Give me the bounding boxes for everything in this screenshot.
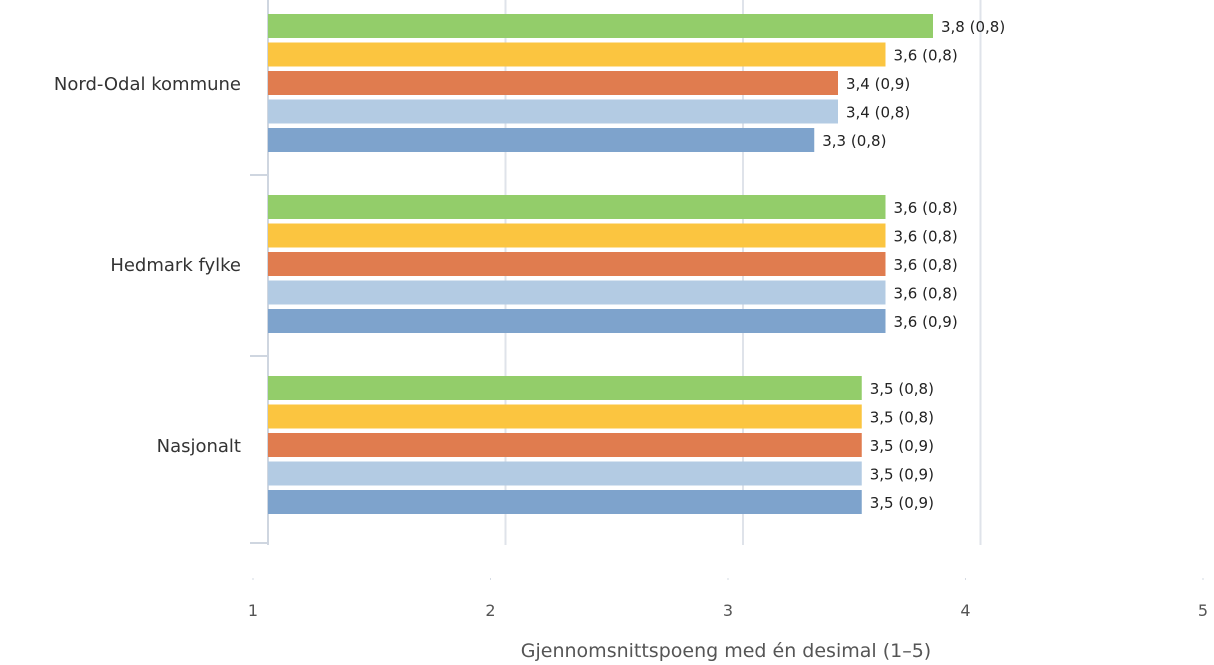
data-label: 3,4 (0,8) <box>846 104 910 122</box>
bar <box>268 252 886 276</box>
x-tick-label: 4 <box>960 601 970 620</box>
data-label: 3,5 (0,9) <box>870 466 934 484</box>
x-tick-label: 1 <box>248 601 258 620</box>
data-label: 3,8 (0,8) <box>941 18 1005 36</box>
data-label: 3,5 (0,9) <box>870 494 934 512</box>
data-label: 3,6 (0,8) <box>894 285 958 303</box>
data-label: 3,6 (0,8) <box>894 256 958 274</box>
data-label: 3,6 (0,8) <box>894 47 958 65</box>
bar <box>268 280 886 305</box>
data-label: 3,6 (0,8) <box>894 199 958 217</box>
data-label: 3,5 (0,9) <box>870 437 934 455</box>
bar <box>268 433 862 457</box>
category-labels: Nord-Odal kommune Hedmark fylke Nasjonalt <box>54 74 241 457</box>
data-label: 3,4 (0,9) <box>846 75 910 93</box>
bar <box>268 42 886 67</box>
bar <box>268 309 886 333</box>
category-label: Nord-Odal kommune <box>54 74 241 95</box>
bar <box>268 14 933 38</box>
category-label: Nasjonalt <box>157 436 241 457</box>
bar <box>268 376 862 400</box>
bar <box>268 223 886 248</box>
data-label: 3,5 (0,8) <box>870 409 934 427</box>
data-label: 3,6 (0,9) <box>894 313 958 331</box>
data-label: 3,5 (0,8) <box>870 380 934 398</box>
bar <box>268 128 815 152</box>
category-axis <box>250 0 269 545</box>
data-label: 3,6 (0,8) <box>894 228 958 246</box>
bar <box>268 490 862 514</box>
x-axis-title: Gjennomsnittspoeng med én desimal (1–5) <box>521 640 931 662</box>
bar <box>268 99 838 124</box>
bar <box>268 71 838 95</box>
category-label: Hedmark fylke <box>110 255 241 276</box>
x-tick-label: 5 <box>1198 601 1208 620</box>
bar <box>268 195 886 219</box>
x-tick-label: 3 <box>723 601 733 620</box>
bars: 3,8 (0,8) 3,6 (0,8) 3,4 (0,9) 3,4 (0,8) 3,3 … <box>268 14 1005 514</box>
bar <box>268 404 862 429</box>
x-axis-ticks: 1 2 3 4 5 <box>248 578 1208 620</box>
bar <box>268 461 862 486</box>
x-tick-label: 2 <box>485 601 495 620</box>
data-label: 3,3 (0,8) <box>822 132 886 150</box>
